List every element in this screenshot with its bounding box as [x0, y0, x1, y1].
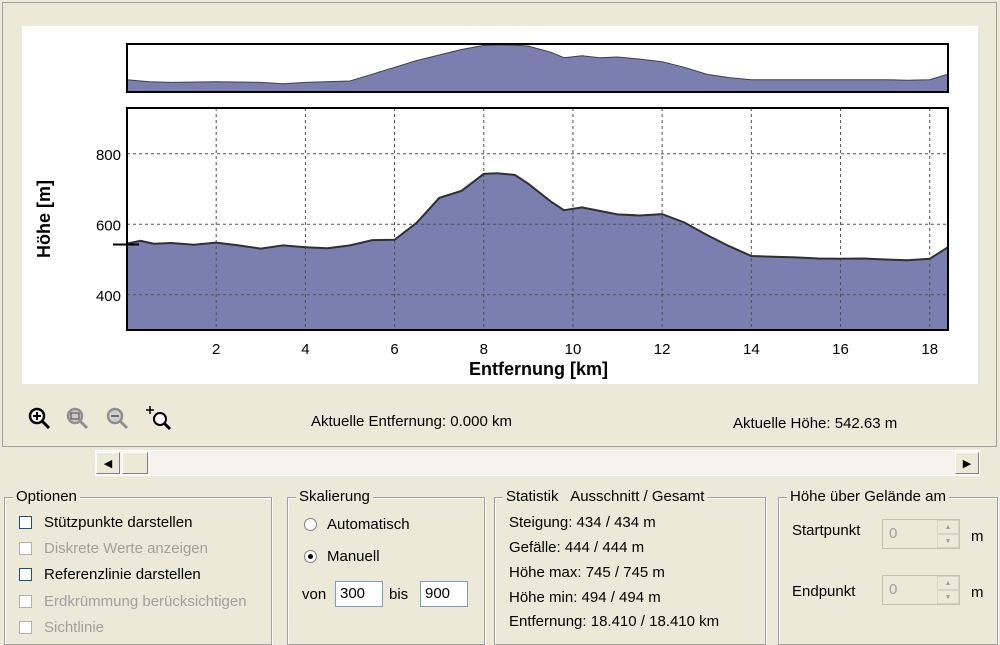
- x-tick-label: 6: [390, 341, 398, 358]
- y-tick-label: 800: [96, 147, 121, 164]
- option-reference-line[interactable]: Referenzlinie darstellen: [19, 566, 201, 583]
- checkbox[interactable]: [19, 568, 32, 581]
- arrow-left-icon: ◀: [103, 457, 113, 470]
- x-tick-label: 8: [480, 341, 488, 358]
- statistics-title: Statistik Ausschnitt / Gesamt: [503, 488, 708, 505]
- y-tick-label: 600: [96, 217, 121, 234]
- arrow-right-icon: ▶: [962, 457, 972, 470]
- scaling-group: Skalierung Automatisch Manuell von 300 b…: [287, 488, 485, 645]
- spin-up-icon: ▲: [937, 576, 959, 590]
- x-tick-label: 16: [832, 341, 849, 358]
- option-discrete-values: Diskrete Werte anzeigen: [19, 540, 208, 557]
- to-label: bis: [389, 586, 409, 603]
- scale-to-input[interactable]: 900: [420, 581, 468, 607]
- x-tick-label: 4: [301, 341, 309, 358]
- radio-automatic[interactable]: Automatisch: [304, 516, 410, 533]
- checkbox[interactable]: [19, 516, 32, 529]
- overview-area: [126, 44, 949, 93]
- zoom-in-icon[interactable]: [26, 405, 52, 431]
- end-unit: m: [971, 584, 984, 601]
- end-point-label: Endpunkt: [792, 583, 856, 600]
- checkbox: [19, 595, 32, 608]
- scroll-right-button[interactable]: ▶: [955, 452, 979, 474]
- option-earth-curvature: Erdkrümmung berücksichtigen: [19, 593, 247, 610]
- scale-from-input[interactable]: 300: [335, 581, 383, 607]
- x-tick-label: 14: [743, 341, 760, 358]
- current-distance: Aktuelle Entfernung: 0.000 km: [311, 413, 512, 430]
- terrain-title: Höhe über Gelände am: [787, 488, 949, 505]
- checkbox: [19, 542, 32, 555]
- terrain-height-group: Höhe über Gelände am Startpunkt 0 ▲ ▼ m E…: [778, 488, 998, 645]
- spin-up-icon: ▲: [937, 520, 959, 534]
- scroll-thumb[interactable]: [122, 452, 148, 474]
- x-tick-label: 12: [654, 341, 671, 358]
- x-axis-label: Entfernung [km]: [469, 359, 608, 379]
- start-unit: m: [971, 528, 984, 545]
- profile-area: [127, 173, 948, 330]
- statistics-group: Statistik Ausschnitt / Gesamt Steigung: …: [494, 488, 766, 645]
- horizontal-scrollbar[interactable]: ◀ ▶: [95, 450, 980, 476]
- plot-frame: [126, 107, 949, 331]
- chart-area: 2 4 6 8 10 12 14 16 18 400 600 800 Entfernung [km] Hö…: [22, 26, 978, 384]
- spin-down-icon: ▼: [937, 590, 959, 604]
- radio-button-selected[interactable]: [304, 550, 317, 563]
- y-axis-label: Höhe [m]: [34, 180, 54, 258]
- option-show-vertices[interactable]: Stützpunkte darstellen: [19, 514, 192, 531]
- options-title: Optionen: [13, 488, 80, 505]
- zoom-window-icon[interactable]: [64, 405, 90, 431]
- x-tick-label: 2: [212, 341, 220, 358]
- y-tick-label: 400: [96, 288, 121, 305]
- stat-max-height: Höhe max: 745 / 745 m: [509, 564, 665, 581]
- radio-button[interactable]: [304, 518, 317, 531]
- checkbox: [19, 621, 32, 634]
- radio-manual[interactable]: Manuell: [304, 548, 380, 565]
- x-tick-label: 10: [565, 341, 582, 358]
- overview-frame: [126, 43, 949, 93]
- scaling-title: Skalierung: [296, 488, 373, 505]
- profile-line: [126, 172, 949, 262]
- stat-descent: Gefälle: 444 / 444 m: [509, 539, 645, 556]
- zoom-out-icon[interactable]: [104, 405, 130, 431]
- stat-ascent: Steigung: 434 / 434 m: [509, 514, 656, 531]
- zoom-extents-icon[interactable]: [146, 405, 172, 431]
- stat-min-height: Höhe min: 494 / 494 m: [509, 589, 661, 606]
- options-group: Optionen Stützpunkte darstellen Diskrete…: [4, 488, 272, 645]
- profile-chart[interactable]: 2 4 6 8 10 12 14 16 18 400 600 800 Entfernung [km] Hö…: [22, 26, 978, 384]
- stat-distance: Entfernung: 18.410 / 18.410 km: [509, 613, 720, 630]
- scroll-left-button[interactable]: ◀: [96, 452, 120, 474]
- start-point-spinner: 0 ▲ ▼: [882, 519, 960, 549]
- start-point-label: Startpunkt: [792, 522, 861, 539]
- end-point-spinner: 0 ▲ ▼: [882, 575, 960, 605]
- from-label: von: [302, 586, 327, 603]
- option-line-of-sight: Sichtlinie: [19, 619, 104, 636]
- spin-down-icon: ▼: [937, 534, 959, 548]
- x-tick-label: 18: [921, 341, 938, 358]
- current-height: Aktuelle Höhe: 542.63 m: [733, 415, 898, 432]
